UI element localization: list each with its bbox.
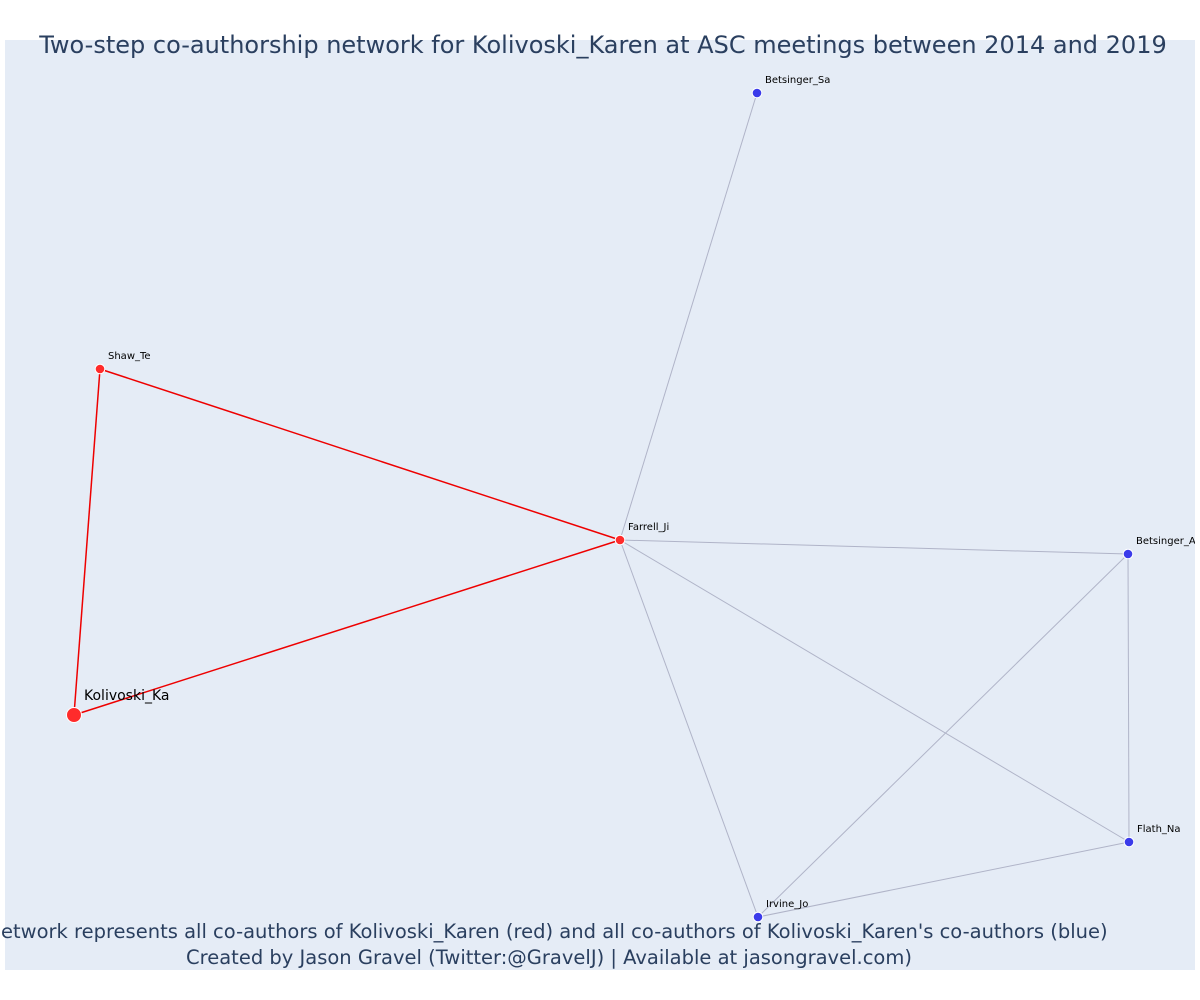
edge-Farrell_Ji-Flath_Na <box>619 539 1130 843</box>
edge-Kolivoski_Ka-Shaw_Te <box>73 368 101 716</box>
node-label: Farrell_Ji <box>628 522 669 533</box>
edge-Farrell_Ji-Irvine_Jo <box>619 539 759 918</box>
node-Irvine_Jo[interactable]: Irvine_Jo <box>752 899 808 923</box>
node-marker[interactable] <box>1122 548 1134 560</box>
edge-Farrell_Ji-Betsinger_Aa <box>619 539 1129 555</box>
edge-Shaw_Te-Farrell_Ji <box>99 368 621 541</box>
chart-title: Two-step co-authorship network for Koliv… <box>38 31 1167 59</box>
node-label: Shaw_Te <box>108 351 151 362</box>
node-Farrell_Ji[interactable]: Farrell_Ji <box>614 522 669 546</box>
caption-line-1: Network represents all co-authors of Kol… <box>0 920 1108 943</box>
node-Betsinger_Sa[interactable]: Betsinger_Sa <box>751 75 830 99</box>
edge-Betsinger_Aa-Flath_Na <box>1127 553 1130 843</box>
edge-Betsinger_Aa-Irvine_Jo <box>757 553 1129 918</box>
node-marker[interactable] <box>751 87 763 99</box>
caption-line-2: Created by Jason Gravel (Twitter:@Gravel… <box>186 946 912 969</box>
edges-layer <box>73 92 1130 918</box>
plot-background <box>5 40 1195 970</box>
node-Betsinger_Aa[interactable]: Betsinger_Aa <box>1122 536 1200 560</box>
node-marker[interactable] <box>614 534 626 546</box>
nodes-layer: Kolivoski_Ka Shaw_Te Farrell_Ji Betsinger_S… <box>66 75 1200 923</box>
node-label: Irvine_Jo <box>766 899 808 910</box>
node-Flath_Na[interactable]: Flath_Na <box>1123 824 1181 848</box>
edge-Kolivoski_Ka-Farrell_Ji <box>73 539 621 716</box>
node-label: Betsinger_Aa <box>1136 536 1200 547</box>
node-marker[interactable] <box>1123 836 1135 848</box>
node-label: Flath_Na <box>1137 824 1181 835</box>
node-Shaw_Te[interactable]: Shaw_Te <box>94 351 151 375</box>
node-marker[interactable] <box>66 707 82 723</box>
edge-Flath_Na-Irvine_Jo <box>757 841 1130 918</box>
edge-Farrell_Ji-Betsinger_Sa <box>619 92 758 541</box>
node-marker[interactable] <box>94 363 106 375</box>
node-marker[interactable] <box>752 911 764 923</box>
node-label: Kolivoski_Ka <box>84 688 169 704</box>
node-Kolivoski_Ka[interactable]: Kolivoski_Ka <box>66 688 170 723</box>
node-label: Betsinger_Sa <box>765 75 830 86</box>
